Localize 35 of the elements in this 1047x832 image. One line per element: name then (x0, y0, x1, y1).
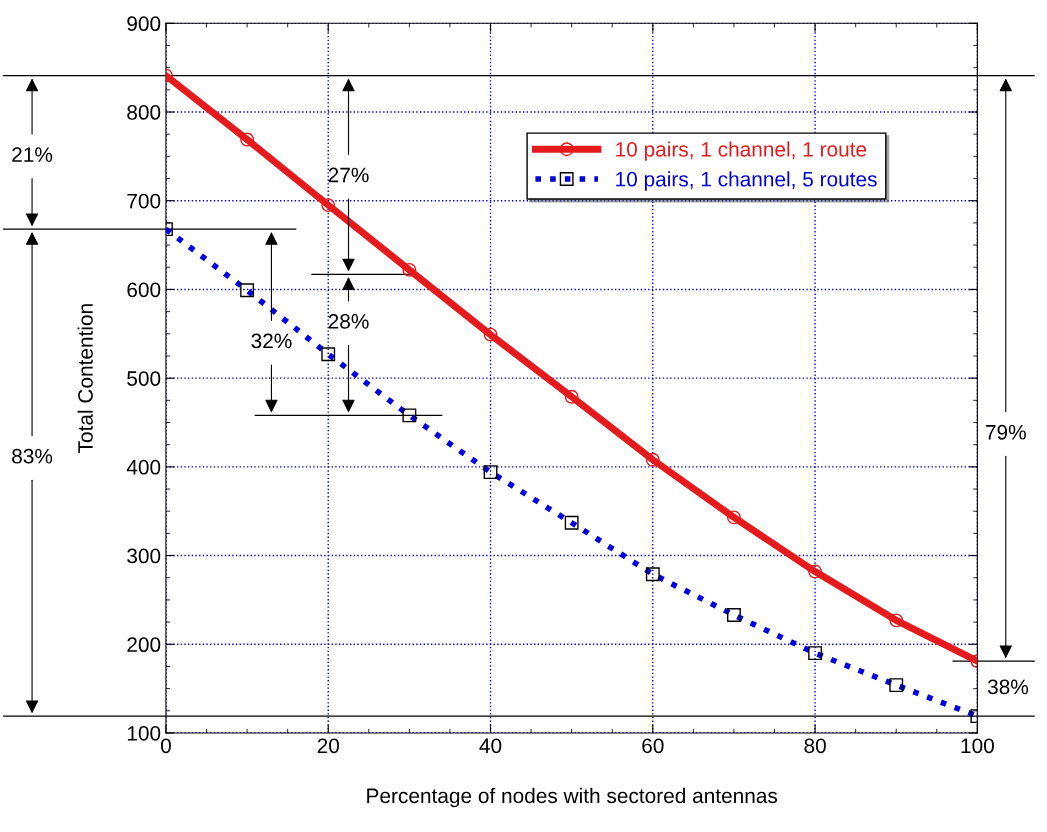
point (321, 198, 336, 213)
x-tick-label: 0 (160, 738, 171, 754)
point (889, 613, 904, 628)
point (240, 132, 255, 147)
y-tick-label: 800 (127, 105, 161, 120)
text: 83% (12, 448, 53, 464)
annotation: 27% (328, 167, 369, 183)
text: 79% (985, 424, 1026, 440)
point (645, 452, 660, 467)
y-axis-title: Total Contention (77, 304, 93, 453)
y-tick-label: 100 (127, 725, 161, 741)
x-tick-label: 60 (642, 738, 664, 754)
x-tick-label: 80 (804, 738, 826, 754)
y-tick-label: 300 (127, 548, 161, 564)
x-tick-label: 100 (961, 738, 994, 754)
legend-label: 10 pairs, 1 channel, 5 routes (616, 171, 877, 191)
y-tick-label: 700 (127, 193, 161, 209)
y-tick-label: 500 (127, 371, 161, 386)
point (483, 327, 498, 342)
x-tick-label: 40 (479, 738, 502, 754)
point (564, 389, 579, 404)
y-tick-label: 200 (127, 637, 161, 653)
x-axis-title: Percentage of nodes with sectored antennas (367, 787, 778, 808)
y-tick-label: 400 (126, 459, 161, 475)
point (402, 262, 417, 277)
annotation: 32% (251, 333, 292, 349)
legend-label: 10 pairs, 1 channel, 1 route (616, 141, 867, 161)
point (808, 564, 823, 579)
text: 21% (12, 147, 53, 162)
point (727, 510, 741, 525)
text: 38% (987, 679, 1029, 695)
annotation: 28% (328, 313, 369, 329)
y-tick-label: 600 (127, 282, 161, 298)
y-tick-label: 900 (127, 16, 161, 32)
x-tick-label: 20 (317, 738, 340, 754)
